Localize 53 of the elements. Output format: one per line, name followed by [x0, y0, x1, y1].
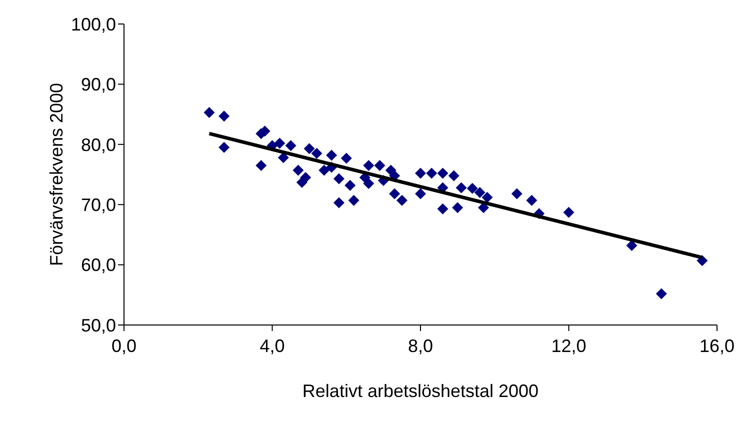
- point: [218, 142, 230, 153]
- point: [626, 240, 638, 252]
- point: [318, 164, 330, 176]
- point: [333, 173, 344, 184]
- point: [415, 188, 426, 200]
- point: [396, 194, 408, 206]
- x-tick-label: 16,0: [699, 336, 735, 356]
- point: [274, 138, 286, 149]
- point: [437, 168, 448, 179]
- point: [478, 202, 490, 214]
- point: [437, 203, 448, 214]
- x-tick-label: 8,0: [408, 336, 434, 356]
- point: [563, 206, 574, 218]
- point: [656, 288, 667, 300]
- point: [363, 178, 374, 190]
- point: [474, 187, 486, 198]
- point: [415, 168, 426, 179]
- point: [348, 194, 360, 206]
- point: [218, 110, 230, 122]
- point: [256, 160, 267, 171]
- point: [466, 182, 478, 194]
- point: [278, 152, 289, 164]
- point: [456, 182, 467, 194]
- point: [389, 188, 400, 200]
- y-tick-label: 90,0: [80, 74, 116, 95]
- point: [526, 194, 538, 206]
- point: [304, 143, 315, 154]
- point: [374, 160, 386, 171]
- y-tick-label: 50,0: [80, 315, 116, 336]
- x-tick-label: 0,0: [111, 336, 137, 356]
- point: [300, 172, 312, 184]
- point: [292, 164, 304, 176]
- y-tick-label: 80,0: [80, 134, 116, 155]
- x-tick-label: 12,0: [551, 336, 586, 356]
- y-axis-title: Förvärvsfrekvens 2000: [46, 82, 66, 266]
- point: [340, 152, 352, 164]
- point: [285, 140, 296, 152]
- y-tick-label: 100,0: [70, 14, 116, 34]
- point: [326, 150, 338, 161]
- y-tick-label: 60,0: [80, 255, 116, 276]
- x-tick-label: 4,0: [260, 336, 285, 356]
- y-tick-label: 70,0: [80, 194, 116, 215]
- point: [482, 192, 493, 203]
- point: [426, 168, 438, 179]
- x-axis-title: Relativt arbetslöshetstal 2000: [302, 381, 539, 401]
- point: [344, 180, 356, 191]
- point: [363, 160, 374, 171]
- point: [511, 188, 522, 200]
- point: [452, 202, 464, 214]
- point: [311, 148, 322, 159]
- point: [204, 106, 215, 118]
- point: [333, 197, 344, 208]
- point: [448, 170, 460, 182]
